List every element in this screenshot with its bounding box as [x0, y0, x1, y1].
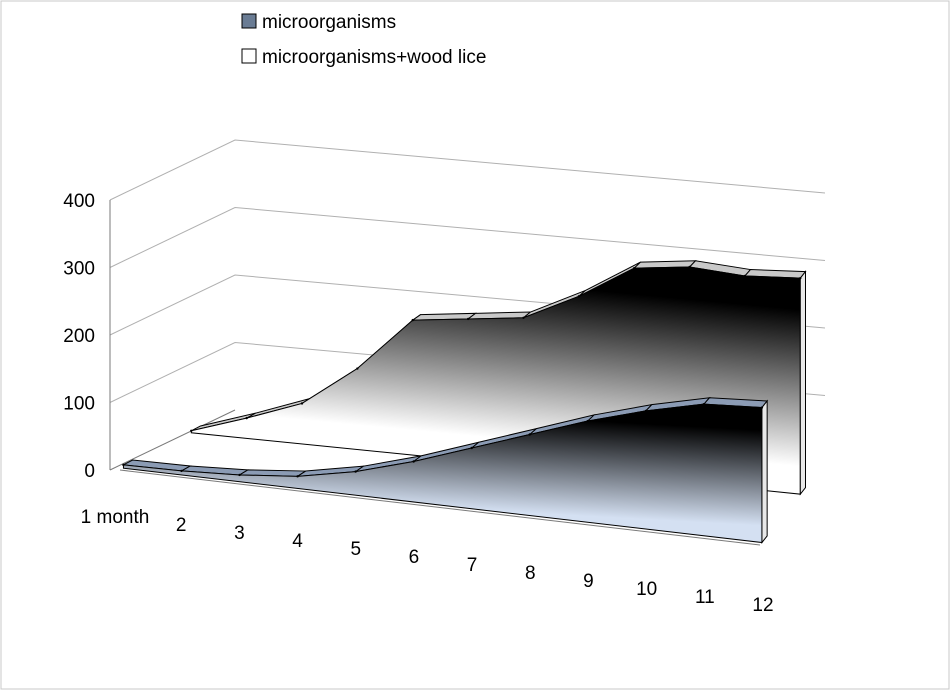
- series-0-point-3: [296, 475, 299, 478]
- legend-swatch-microorganisms: [241, 13, 257, 29]
- x-tick-label-11: 12: [752, 595, 773, 616]
- y-tick-label-400: 400: [63, 191, 95, 212]
- legend: microorganisms microorganisms+wood lice: [241, 12, 486, 68]
- series-0-point-9: [644, 409, 648, 413]
- series-1-point-11: [799, 276, 802, 280]
- x-tick-label-1: 2: [176, 515, 187, 536]
- series-0-point-4: [354, 470, 357, 473]
- axis-layer: [109, 200, 761, 546]
- series-0-point-11: [760, 406, 764, 409]
- x-tick-label-7: 8: [525, 563, 536, 584]
- x-tick-label-8: 9: [583, 571, 594, 592]
- x-tick-label-4: 5: [350, 539, 361, 560]
- series-1-point-1: [245, 416, 248, 420]
- series-1-point-9: [688, 265, 691, 269]
- x-tick-label-2: 3: [234, 523, 245, 544]
- series-0-endcap: [761, 399, 768, 544]
- series-0-point-2: [238, 473, 241, 477]
- x-tick-label-0: 1 month: [81, 507, 150, 528]
- series-layer: [121, 260, 807, 544]
- series-0-point-7: [528, 433, 531, 436]
- gridline-300: [109, 206, 826, 268]
- x-tick-label-6: 7: [467, 555, 478, 576]
- x-tick-label-5: 6: [409, 547, 420, 568]
- legend-label-microorganisms: microorganisms: [262, 12, 396, 33]
- series-1-point-2: [300, 402, 304, 405]
- label-layer: 0 100 200 300 400 1 month 2 3 4 5 6 7 8 9 10 11 12: [63, 191, 773, 616]
- y-tick-label-100: 100: [63, 394, 95, 415]
- legend-swatch-microorganisms-wood-lice: [241, 48, 257, 64]
- series-1-point-8: [633, 266, 636, 270]
- depth-axis-line: [109, 409, 236, 471]
- series-1-point-6: [522, 316, 525, 319]
- y-tick-label-0: 0: [84, 461, 95, 482]
- series-1-point-4: [411, 318, 414, 322]
- x-tick-label-9: 10: [636, 579, 657, 600]
- series-0: [121, 397, 769, 544]
- series-0-point-5: [412, 460, 415, 463]
- series-1-point-3: [356, 367, 359, 370]
- series-1-endcap: [799, 270, 806, 496]
- series-0-point-6: [470, 446, 473, 450]
- series-0-point-8: [586, 419, 590, 423]
- gridline-400: [109, 139, 826, 201]
- x-axis-line: [119, 469, 761, 546]
- legend-label-microorganisms-wood-lice: microorganisms+wood lice: [262, 47, 486, 68]
- x-tick-label-10: 11: [695, 587, 715, 608]
- y-tick-label-200: 200: [63, 326, 95, 347]
- y-tick-label-300: 300: [63, 259, 95, 280]
- series-1-point-10: [743, 274, 747, 278]
- series-0-point-1: [180, 469, 183, 473]
- x-tick-label-3: 4: [292, 531, 303, 552]
- series-1-point-5: [466, 317, 470, 321]
- series-1-point-7: [577, 295, 581, 298]
- series-0-point-10: [702, 402, 706, 406]
- series-1-point-0: [190, 429, 193, 432]
- series-0-point-0: [122, 463, 125, 467]
